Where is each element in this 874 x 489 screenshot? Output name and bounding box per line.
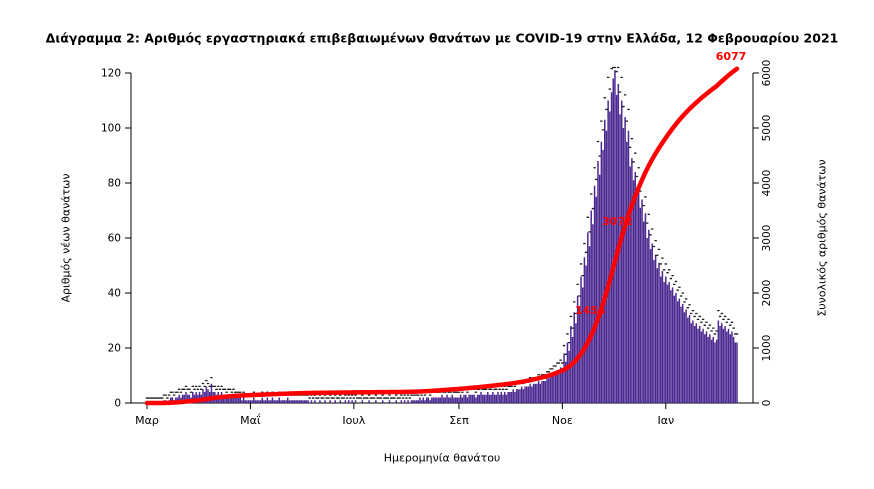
- svg-text:120: 120: [101, 68, 121, 80]
- svg-text:20: 20: [108, 343, 121, 355]
- x-axis-label: Ημερομηνία θανάτου: [383, 451, 501, 465]
- svg-text:Ιαν: Ιαν: [657, 414, 674, 427]
- svg-text:Νοε: Νοε: [552, 414, 573, 427]
- y-axis-label-right: Συνολικός αριθμός θανάτων: [815, 159, 829, 317]
- svg-text:80: 80: [108, 178, 121, 190]
- y-axis-right: 0 1000 2000 3000 4000 5000 6000: [753, 60, 773, 407]
- svg-text:40: 40: [108, 288, 121, 300]
- svg-text:2000: 2000: [761, 280, 773, 307]
- svg-text:5000: 5000: [761, 115, 773, 142]
- annotation-milestone-1454: 1454: [574, 304, 606, 318]
- x-axis: Μαρ Μαΐ Ιουλ Σεπ Νοε Ιαν: [135, 403, 674, 427]
- y-axis-left: 0 20 40 60 80 100 120: [101, 68, 131, 410]
- svg-text:0: 0: [761, 400, 773, 407]
- svg-text:Μαΐ: Μαΐ: [240, 413, 261, 427]
- svg-text:Μαρ: Μαρ: [135, 414, 159, 427]
- svg-text:100: 100: [101, 123, 121, 135]
- annotation-final-total: 6077: [715, 49, 747, 63]
- chart-title: Διάγραμμα 2: Αριθμός εργαστηριακά επιβεβ…: [45, 30, 839, 46]
- svg-text:Σεπ: Σεπ: [449, 414, 469, 427]
- cumulative-line: [144, 66, 740, 406]
- svg-text:0: 0: [114, 398, 121, 410]
- annotation-milestone-3072: 3072: [602, 215, 633, 229]
- svg-text:4000: 4000: [761, 170, 773, 197]
- svg-text:Ιουλ: Ιουλ: [342, 414, 365, 427]
- svg-text:6000: 6000: [761, 60, 773, 87]
- svg-text:1000: 1000: [761, 335, 773, 362]
- svg-text:60: 60: [108, 233, 121, 245]
- y-axis-label-left: Αριθμός νέων θανάτων: [59, 173, 73, 303]
- bars-series: [163, 70, 738, 403]
- svg-text:3000: 3000: [761, 225, 773, 252]
